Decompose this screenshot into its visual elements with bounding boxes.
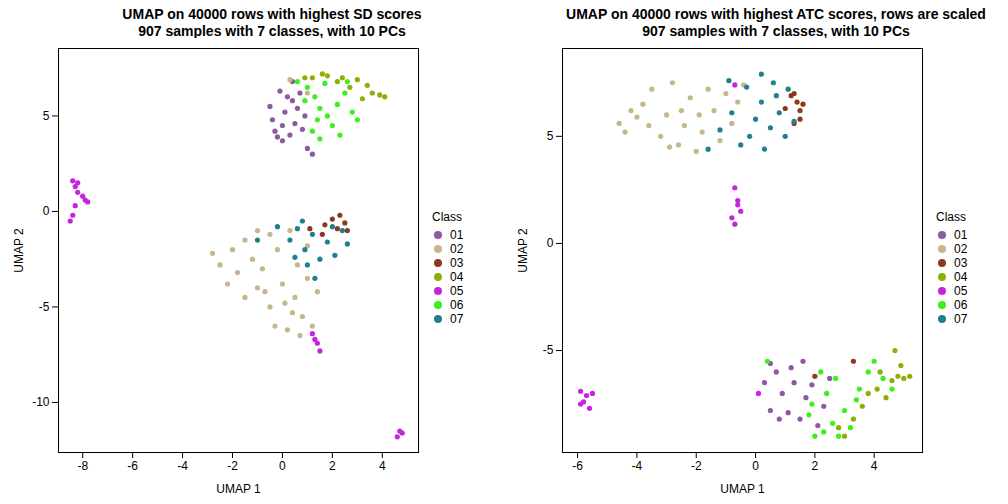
html-text:03: 03 <box>450 256 464 270</box>
svg-text:UMAP 1: UMAP 1 <box>720 482 765 496</box>
svg-text:-5: -5 <box>543 343 554 357</box>
html-text:02: 02 <box>450 242 464 256</box>
svg-text:5: 5 <box>547 129 554 143</box>
svg-text:-4: -4 <box>177 459 188 473</box>
svg-text:4: 4 <box>871 459 878 473</box>
html-text:05: 05 <box>954 284 968 298</box>
svg-text:UMAP 2: UMAP 2 <box>12 228 26 273</box>
html-text:Class: Class <box>432 210 462 224</box>
html-text:907 samples with 7 classes, wi: 907 samples with 7 classes, with 10 PCs <box>138 23 406 39</box>
svg-text:4: 4 <box>379 459 386 473</box>
svg-text:-10: -10 <box>32 395 50 409</box>
svg-text:0: 0 <box>547 236 554 250</box>
svg-text:-2: -2 <box>691 459 702 473</box>
html-text:07: 07 <box>954 312 968 326</box>
html-text:04: 04 <box>450 270 464 284</box>
svg-text:2: 2 <box>329 459 336 473</box>
svg-text:UMAP 2: UMAP 2 <box>516 228 530 273</box>
html-text:UMAP on 40000 rows with highes: UMAP on 40000 rows with highest ATC scor… <box>566 6 986 22</box>
html-text:Class: Class <box>936 210 966 224</box>
html-text:01: 01 <box>954 228 968 242</box>
html-text:06: 06 <box>450 298 464 312</box>
html-text:05: 05 <box>450 284 464 298</box>
svg-text:-4: -4 <box>632 459 643 473</box>
html-text:02: 02 <box>954 242 968 256</box>
html-text:UMAP on 40000 rows with highes: UMAP on 40000 rows with highest SD score… <box>122 6 422 22</box>
svg-text:2: 2 <box>812 459 819 473</box>
html-text:907 samples with 7 classes, wi: 907 samples with 7 classes, with 10 PCs <box>642 23 910 39</box>
svg-text:-2: -2 <box>227 459 238 473</box>
svg-text:0: 0 <box>279 459 286 473</box>
html-text:01: 01 <box>450 228 464 242</box>
html-text:03: 03 <box>954 256 968 270</box>
svg-text:0: 0 <box>43 204 50 218</box>
svg-text:-5: -5 <box>39 300 50 314</box>
svg-text:0: 0 <box>752 459 759 473</box>
svg-text:UMAP 1: UMAP 1 <box>216 482 261 496</box>
svg-text:-6: -6 <box>572 459 583 473</box>
html-text:07: 07 <box>450 312 464 326</box>
svg-text:-6: -6 <box>127 459 138 473</box>
html-text:06: 06 <box>954 298 968 312</box>
svg-text:5: 5 <box>43 109 50 123</box>
html-text:04: 04 <box>954 270 968 284</box>
svg-text:-8: -8 <box>77 459 88 473</box>
